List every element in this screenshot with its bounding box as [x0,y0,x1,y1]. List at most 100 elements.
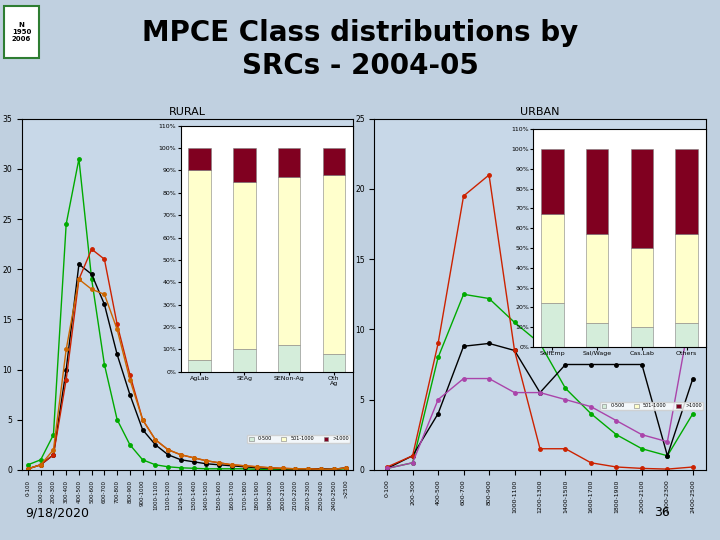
Oth [151,436,160,443]
SelfEmp [587,410,595,417]
SelfEmp [663,453,672,459]
Oth [100,291,109,298]
SEAg [228,463,236,469]
Salary/Wage [510,347,519,354]
Salary/Wage [612,361,621,368]
SEAg [151,442,160,448]
SelfEmp [485,295,493,302]
SENonAg [75,276,84,282]
SENonAg [163,447,172,453]
Oth [266,464,274,471]
Salary/Wage [638,361,647,368]
Oth [62,346,71,353]
SENonAg [151,436,160,443]
SelfEmp [688,410,697,417]
SENonAg [24,465,32,472]
AgLab [151,462,160,468]
SelfEmp [459,291,468,298]
Line: SelfEmp: SelfEmp [385,293,695,470]
SEAg [317,465,325,472]
Line: SENonAg: SENonAg [26,247,348,471]
CasualLab [638,465,647,471]
SEAg [202,461,211,467]
CasualLab [663,466,672,472]
SEAg [266,465,274,471]
SEAg [253,464,261,471]
AgLab [138,456,147,463]
SENonAg [87,246,96,252]
SelfEmp [638,446,647,452]
CasualLab [485,172,493,178]
Line: Salary/Wage: Salary/Wage [385,342,695,470]
SEAg [37,462,45,468]
Salary/Wage [408,453,417,459]
AgLab [304,466,312,472]
AgLab [329,466,338,472]
Oth [113,326,122,333]
Others [510,389,519,396]
Others [459,375,468,382]
CasualLab [433,340,442,347]
SENonAg [215,460,223,466]
Salary/Wage [688,375,697,382]
Title: URBAN: URBAN [521,106,559,117]
CasualLab [587,460,595,466]
SENonAg [189,455,198,461]
SelfEmp [536,340,544,347]
AgLab [228,465,236,472]
SEAg [329,466,338,472]
AgLab [291,466,300,472]
AgLab [75,156,84,162]
SENonAg [100,256,109,262]
SENonAg [253,463,261,470]
Oth [342,464,351,471]
SENonAg [279,465,287,471]
SEAg [49,451,58,458]
AgLab [100,361,109,368]
Oth [202,457,211,464]
SEAg [279,465,287,472]
AgLab [189,465,198,471]
SENonAg [266,464,274,471]
Oth [304,465,312,472]
Oth [240,463,249,469]
Oth [291,465,300,472]
Others [688,298,697,305]
Oth [75,276,84,282]
Salary/Wage [485,340,493,347]
CasualLab [688,464,697,470]
SENonAg [304,465,312,472]
FancyBboxPatch shape [4,6,39,58]
Oth [87,286,96,293]
AgLab [87,276,96,282]
Salary/Wage [459,343,468,349]
CasualLab [408,453,417,459]
Others [383,465,392,471]
AgLab [279,466,287,472]
SEAg [125,392,134,398]
Line: Oth: Oth [26,278,348,471]
CasualLab [383,464,392,470]
Others [612,417,621,424]
SelfEmp [408,460,417,466]
Oth [163,447,172,453]
Line: AgLab: AgLab [26,157,348,471]
SENonAg [113,321,122,328]
AgLab [113,416,122,423]
SEAg [75,261,84,267]
Oth [317,466,325,472]
Title: RURAL: RURAL [168,106,206,117]
SelfEmp [561,385,570,392]
AgLab [202,465,211,472]
AgLab [49,431,58,438]
Oth [279,465,287,471]
Others [408,460,417,466]
Oth [125,376,134,383]
SENonAg [37,462,45,468]
SEAg [342,464,351,471]
SelfEmp [612,431,621,438]
Oth [189,455,198,461]
SEAg [304,465,312,472]
SelfEmp [383,465,392,471]
CasualLab [612,464,621,470]
